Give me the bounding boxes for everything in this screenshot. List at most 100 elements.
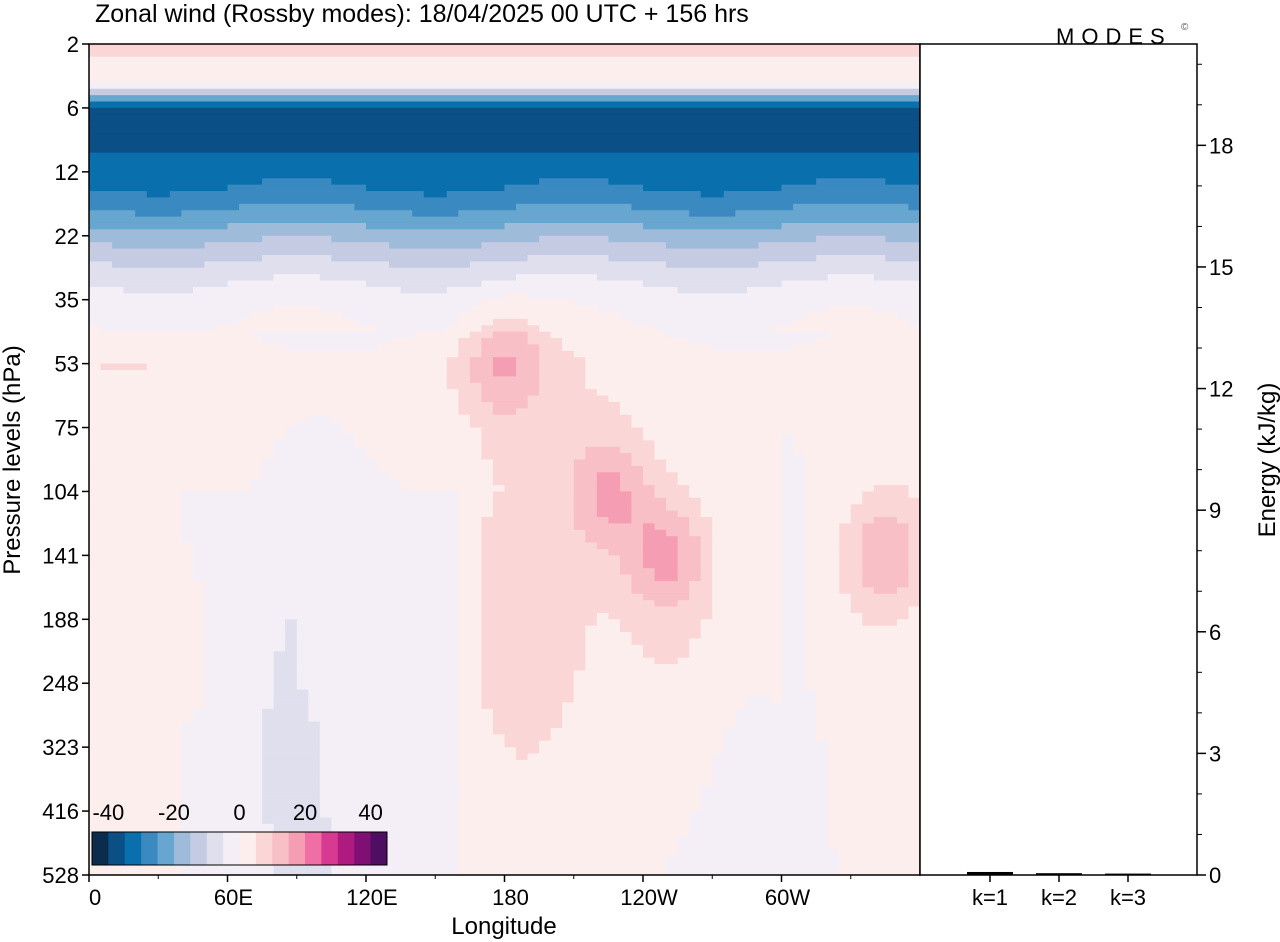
field-cell <box>89 274 275 282</box>
field-cell <box>89 395 459 403</box>
field-cell <box>273 823 332 831</box>
field-cell <box>192 568 459 576</box>
field-cell <box>89 427 286 435</box>
field-cell <box>492 478 575 486</box>
field-cell <box>631 574 656 582</box>
field-cell <box>712 529 783 537</box>
field-cell <box>873 587 898 595</box>
field-cell <box>481 689 575 697</box>
field-cell <box>781 433 794 441</box>
field-cell <box>631 587 690 595</box>
field-cell <box>89 536 182 544</box>
field-cell <box>585 651 644 659</box>
field-cell <box>804 517 852 525</box>
field-cell <box>712 555 783 563</box>
field-cell <box>169 191 425 199</box>
field-cell <box>458 401 494 409</box>
field-cell <box>643 644 690 652</box>
field-cell <box>666 862 840 870</box>
field-cell <box>89 574 194 582</box>
field-cell <box>319 785 459 793</box>
field-cell <box>181 734 263 742</box>
field-cell <box>492 727 552 735</box>
field-cell <box>804 529 840 537</box>
field-cell <box>481 433 644 441</box>
field-cell <box>319 753 459 761</box>
colorbar-swatch <box>124 832 142 865</box>
field-cell <box>723 734 817 742</box>
field-cell <box>192 548 459 556</box>
field-cell <box>89 727 182 735</box>
field-cell <box>827 747 920 755</box>
field-cell <box>89 625 206 633</box>
field-cell <box>539 357 586 365</box>
field-cell <box>804 485 875 493</box>
field-cell <box>89 146 920 154</box>
field-cell <box>689 651 783 659</box>
field-cell <box>781 657 806 665</box>
field-cell <box>100 363 148 371</box>
colorbar-swatch <box>255 832 273 865</box>
field-cell <box>250 478 402 486</box>
field-cell <box>539 363 586 371</box>
field-cell <box>273 453 367 461</box>
field-cell <box>458 734 506 742</box>
colorbar-swatch <box>141 832 158 865</box>
field-cell <box>296 625 459 633</box>
field-cell <box>827 306 875 314</box>
field-cell <box>89 152 920 160</box>
field-cell <box>700 619 783 627</box>
field-cell <box>827 817 920 825</box>
field-cell <box>469 421 633 429</box>
field-cell <box>181 497 459 505</box>
field-cell <box>585 664 783 672</box>
field-cell <box>596 472 621 480</box>
field-cell <box>89 299 483 307</box>
field-cell <box>204 689 275 697</box>
field-cell <box>89 178 263 186</box>
field-cell <box>481 625 586 633</box>
field-cell <box>89 504 182 512</box>
field-cell <box>573 478 598 486</box>
field-cell <box>458 862 667 870</box>
field-cell <box>181 753 263 761</box>
field-cell <box>516 203 633 211</box>
field-cell <box>619 568 656 576</box>
field-cell <box>181 817 263 825</box>
field-cell <box>700 791 829 799</box>
field-cell <box>712 517 783 525</box>
field-cell <box>781 517 806 525</box>
field-cell <box>700 574 713 582</box>
field-cell <box>631 421 920 429</box>
field-cell <box>804 683 920 691</box>
field-cell <box>677 600 713 608</box>
field-cell <box>481 523 575 531</box>
field-cell <box>181 772 263 780</box>
field-cell <box>89 561 194 569</box>
field-cell <box>354 318 459 326</box>
field-cell <box>319 811 459 819</box>
energy-axis: 0 3 6 9 12 15 18 <box>1197 63 1233 888</box>
field-cell <box>816 721 920 729</box>
field-cell <box>654 600 679 608</box>
field-cell <box>458 791 702 799</box>
field-cell <box>677 836 829 844</box>
field-cell <box>342 427 483 435</box>
field-cell <box>458 606 483 614</box>
field-cell <box>331 235 540 243</box>
field-cell <box>481 338 529 346</box>
field-cell <box>827 804 920 812</box>
field-cell <box>89 612 206 620</box>
field-cell <box>89 772 182 780</box>
field-cell <box>89 619 206 627</box>
field-cell <box>666 261 760 269</box>
field-cell <box>781 561 806 569</box>
field-cell <box>481 683 575 691</box>
field-cell <box>89 683 206 691</box>
field-cell <box>573 523 644 531</box>
field-cell <box>192 561 459 569</box>
field-cell <box>135 210 182 218</box>
field-cell <box>539 370 586 377</box>
field-cell <box>850 606 910 614</box>
field-cell <box>481 427 644 435</box>
